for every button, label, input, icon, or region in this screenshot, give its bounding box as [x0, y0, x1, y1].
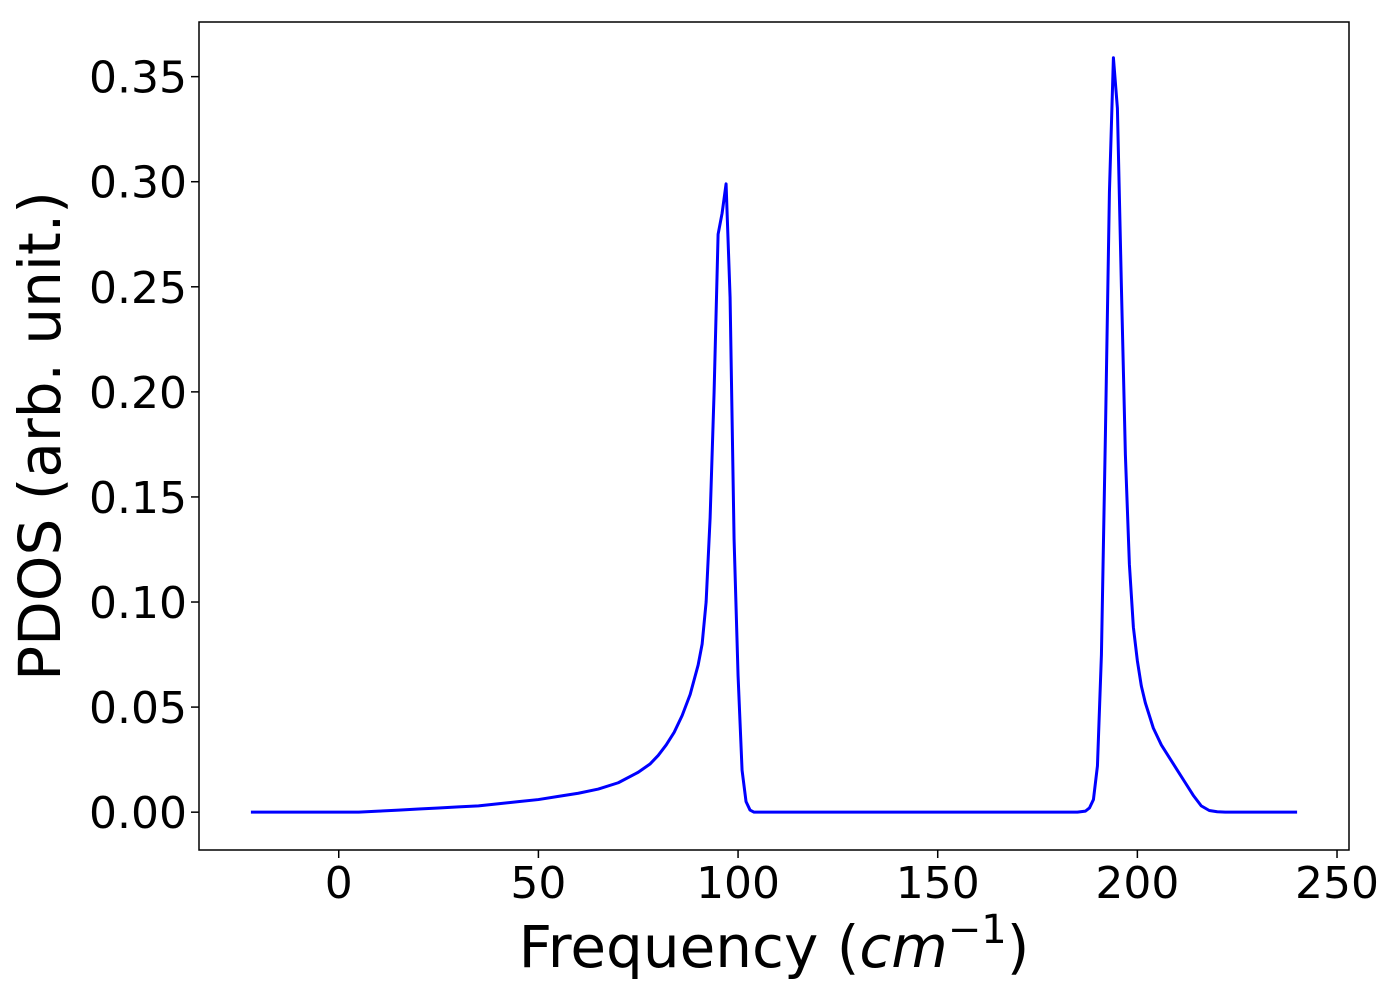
- x-axis-label: Frequency (cm−1): [519, 907, 1030, 981]
- x-axis-label-unit: cm: [859, 913, 947, 981]
- x-tick-label: 100: [696, 858, 780, 909]
- y-tick-label: 0.30: [89, 158, 187, 209]
- x-tick-label: 150: [896, 858, 980, 909]
- x-tick-label: 200: [1095, 858, 1179, 909]
- x-axis-label-exponent: −1: [948, 907, 1007, 953]
- series-layer: [250, 56, 1298, 814]
- x-axis-label-suffix: ): [1007, 913, 1030, 981]
- y-tick-label: 0.35: [89, 53, 187, 104]
- plot-frame: [198, 21, 1350, 851]
- x-axis-label-prefix: Frequency (: [519, 913, 860, 981]
- y-tick-label: 0.00: [89, 788, 187, 839]
- y-tick-label: 0.20: [89, 368, 187, 419]
- y-axis-label: PDOS (arb. unit.): [6, 191, 74, 681]
- x-tick-label: 0: [325, 858, 353, 909]
- pdos-series-line: [250, 56, 1298, 814]
- x-tick-label: 50: [510, 858, 566, 909]
- y-tick-label: 0.15: [89, 473, 187, 524]
- y-tick-label: 0.25: [89, 263, 187, 314]
- x-tick-label: 250: [1295, 858, 1379, 909]
- ticks-layer: 0 50 100 150 200 250 0.00 0.05 0.10 0.15 0.20 0.25 0…: [89, 53, 1379, 909]
- y-tick-label: 0.05: [89, 683, 187, 734]
- y-tick-label: 0.10: [89, 578, 187, 629]
